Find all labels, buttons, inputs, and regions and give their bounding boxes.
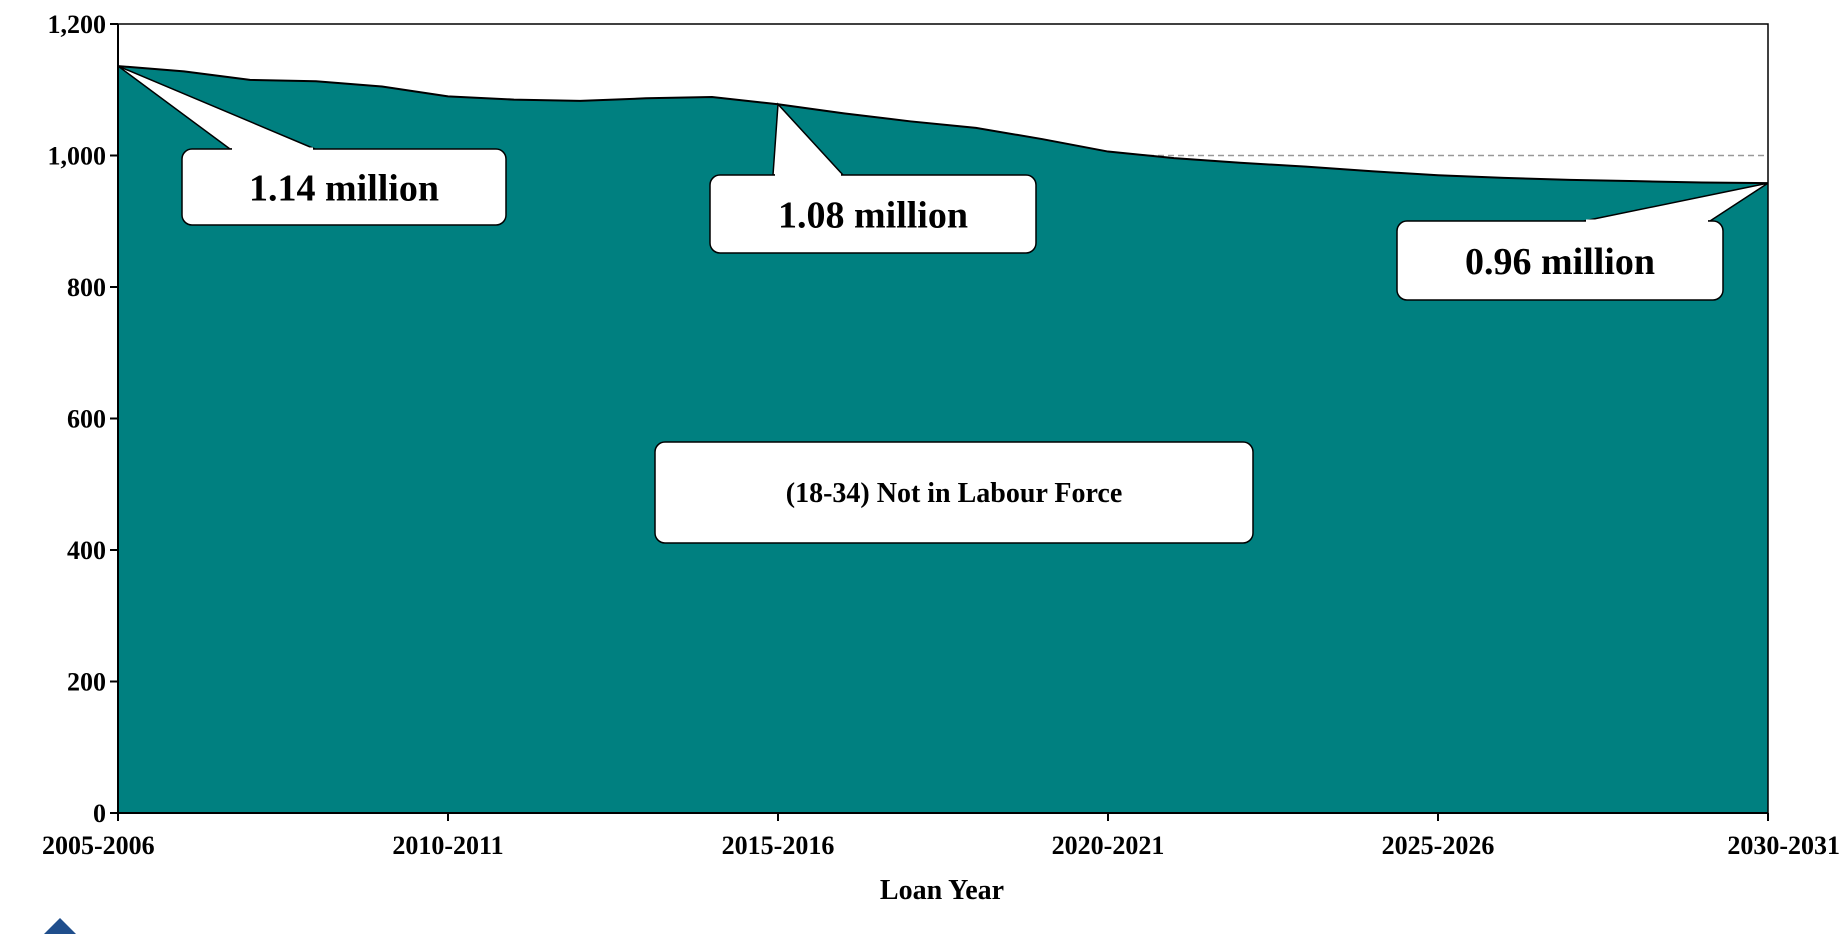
callout: 0.96 million — [1396, 182, 1769, 301]
x-tick-label: 2015-2016 — [722, 831, 835, 860]
y-tick-label: 200 — [67, 668, 106, 697]
area-layer — [117, 65, 1769, 813]
series-label: (18-34) Not in Labour Force — [786, 478, 1123, 509]
area-series-outline — [117, 65, 1769, 185]
y-tick-label: 0 — [93, 799, 106, 828]
y-tick-label: 600 — [67, 405, 106, 434]
x-tick-label: 2010-2011 — [392, 831, 503, 860]
callout-label: 0.96 million — [1465, 241, 1655, 283]
x-tick-label: 2020-2021 — [1052, 831, 1165, 860]
logo-icon — [44, 918, 76, 934]
x-tick-label: 2005-2006 — [42, 831, 155, 860]
series-label-box: (18-34) Not in Labour Force — [654, 441, 1254, 544]
y-tick-label: 800 — [67, 273, 106, 302]
x-tick-label: 2025-2026 — [1382, 831, 1495, 860]
callout: 1.08 million — [709, 102, 1037, 254]
series-label-frame — [654, 441, 1254, 544]
axes — [110, 23, 1769, 821]
x-axis-title: Loan Year — [880, 875, 1004, 906]
callout-box — [1396, 220, 1724, 301]
annotations: 1.14 million 1.08 million 0.96 million (18-… — [117, 65, 1769, 544]
y-tick-label: 1,000 — [48, 142, 107, 171]
y-tick-label: 1,200 — [48, 10, 107, 39]
callout-box — [181, 148, 507, 226]
callout-box — [709, 174, 1037, 254]
plot-frame — [118, 23, 1769, 813]
callout: 1.14 million — [117, 65, 507, 226]
callout-label: 1.14 million — [249, 167, 439, 209]
tick-labels: 0 200 400 600 800 1,000 1,200 2005-2006 2010-201… — [42, 10, 1840, 860]
x-tick-label: 2030-2031 — [1727, 831, 1840, 860]
y-tick-label: 400 — [67, 536, 106, 565]
callout-label: 1.08 million — [778, 194, 968, 236]
area-series — [118, 66, 1768, 813]
